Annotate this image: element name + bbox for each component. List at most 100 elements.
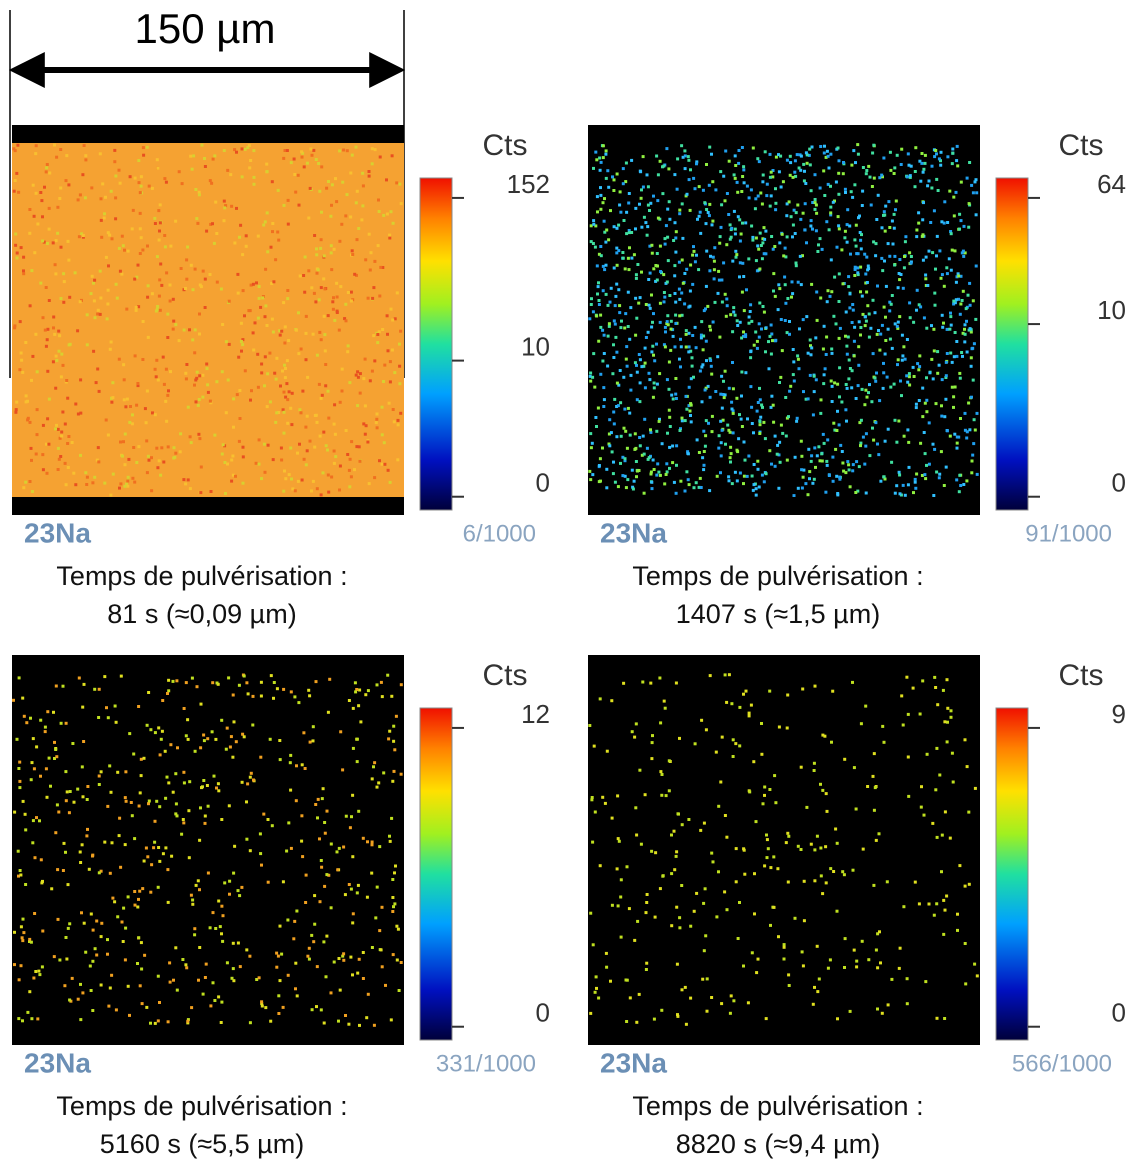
pixel <box>271 222 275 225</box>
pixel <box>141 887 145 891</box>
pixel <box>45 442 48 446</box>
pixel <box>972 342 976 346</box>
pixel <box>323 287 327 291</box>
pixel <box>885 375 889 379</box>
pixel <box>344 214 348 218</box>
pixel <box>268 351 272 355</box>
pixel <box>727 479 731 483</box>
pixel <box>354 145 358 149</box>
pixel <box>738 261 742 265</box>
pixel <box>687 483 691 487</box>
pixel <box>685 470 689 474</box>
pixel <box>337 328 341 332</box>
pixel <box>690 364 694 368</box>
pixel <box>188 487 192 491</box>
pixel <box>278 924 282 928</box>
pixel <box>850 369 854 373</box>
pixel <box>108 347 112 351</box>
pixel <box>303 290 307 294</box>
pixel <box>121 940 125 943</box>
pixel <box>730 226 734 230</box>
pixel <box>626 256 630 260</box>
pixel <box>340 367 344 371</box>
pixel <box>865 281 869 284</box>
pixel <box>695 160 699 164</box>
pixel <box>661 874 665 878</box>
pixel <box>186 405 190 409</box>
pixel <box>378 155 382 159</box>
pixel <box>638 436 642 439</box>
pixel <box>645 893 649 896</box>
pixel <box>856 384 860 388</box>
pixel <box>847 468 851 472</box>
pixel <box>16 849 20 853</box>
pixel <box>248 954 252 958</box>
pixel <box>949 311 952 315</box>
pixel <box>617 249 621 253</box>
pixel <box>886 242 890 246</box>
pixel <box>41 453 45 457</box>
pixel <box>949 323 953 327</box>
pixel <box>614 294 618 298</box>
pixel <box>707 214 711 218</box>
pixel <box>363 404 367 408</box>
pixel <box>39 858 43 862</box>
pixel <box>386 349 390 353</box>
pixel <box>854 807 858 811</box>
pixel <box>220 818 224 821</box>
pixel <box>184 681 188 685</box>
pixel <box>673 292 677 295</box>
pixel <box>855 460 859 464</box>
pixel <box>229 735 233 739</box>
pixel <box>933 155 937 159</box>
pixel <box>334 177 337 181</box>
pixel <box>315 965 319 969</box>
pixel <box>99 935 103 939</box>
pixel <box>351 912 355 916</box>
pixel <box>753 912 756 916</box>
pixel <box>158 805 162 809</box>
pixel <box>629 388 633 392</box>
pixel <box>51 241 55 245</box>
pixel <box>608 444 612 448</box>
pixel <box>764 229 768 233</box>
pixel <box>774 187 777 191</box>
pixel <box>676 157 680 161</box>
pixel <box>944 465 948 469</box>
pixel <box>355 273 358 277</box>
pixel <box>315 420 319 424</box>
pixel <box>225 961 229 965</box>
pixel <box>642 215 646 219</box>
pixel <box>159 737 163 741</box>
pixel <box>297 352 301 356</box>
pixel <box>663 242 667 246</box>
pixel <box>616 485 620 489</box>
pixel <box>859 418 863 422</box>
pixel <box>380 905 384 909</box>
pixel <box>383 363 387 367</box>
pixel <box>355 445 359 449</box>
pixel <box>648 209 651 212</box>
pixel <box>882 475 886 479</box>
pixel <box>783 283 787 287</box>
pixel <box>742 165 746 169</box>
pixel <box>327 490 331 494</box>
pixel <box>33 912 37 915</box>
pixel <box>830 347 834 351</box>
pixel <box>158 1001 161 1004</box>
pixel <box>668 294 672 297</box>
pixel <box>168 961 172 965</box>
pixel <box>599 479 602 483</box>
pixel <box>241 481 245 485</box>
pixel <box>260 1000 264 1004</box>
pixel <box>612 319 616 323</box>
pixel <box>55 803 59 807</box>
pixel <box>320 797 324 801</box>
pixel <box>674 300 678 304</box>
pixel <box>312 291 316 295</box>
pixel <box>118 486 121 490</box>
pixel <box>889 168 893 172</box>
pixel <box>835 245 839 249</box>
pixel <box>899 163 903 166</box>
pixel <box>323 349 327 353</box>
